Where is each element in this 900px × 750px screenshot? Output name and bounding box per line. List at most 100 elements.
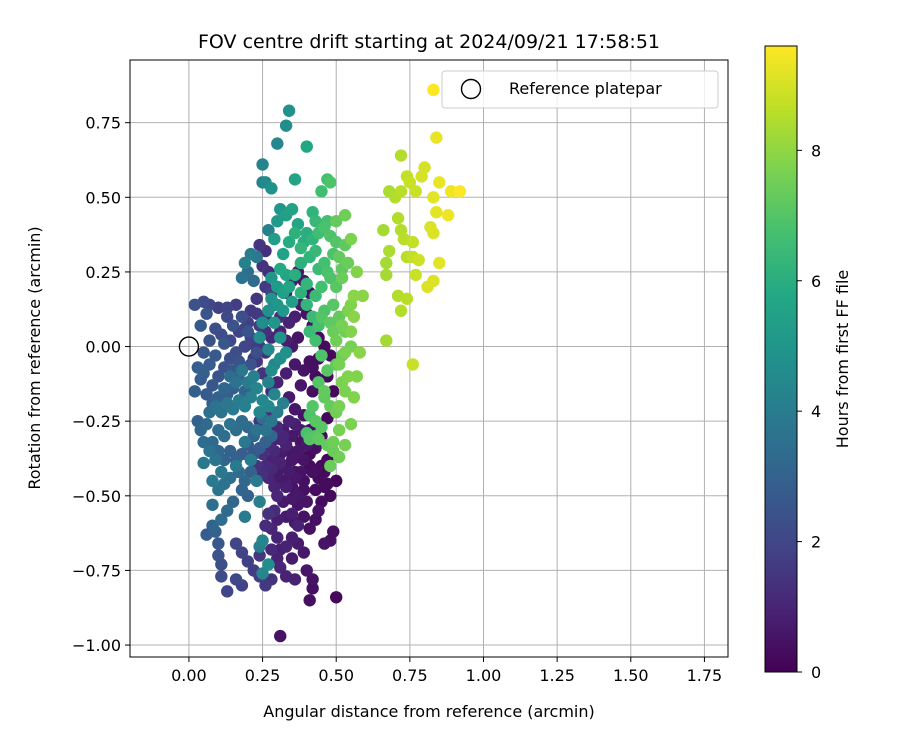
- scatter-point: [274, 629, 287, 643]
- scatter-point: [294, 286, 308, 300]
- scatter-point: [294, 379, 308, 392]
- scatter-point: [209, 453, 222, 467]
- scatter-point: [209, 322, 222, 335]
- scatter-point: [279, 346, 293, 359]
- scatter-point: [262, 558, 275, 571]
- scatter-point: [265, 364, 278, 377]
- scatter-point: [285, 531, 299, 544]
- scatter-point: [303, 432, 316, 446]
- scatter-point: [268, 232, 281, 246]
- scatter-point: [400, 292, 414, 305]
- y-tick-label: 0.75: [85, 114, 121, 133]
- x-tick-label: 0.75: [392, 666, 428, 685]
- scatter-point: [330, 214, 343, 228]
- scatter-point: [321, 412, 334, 425]
- scatter-point: [203, 334, 216, 347]
- data-points: [188, 83, 467, 643]
- scatter-point: [291, 519, 305, 532]
- colorbar-ticks: 0 2 4 6 8: [797, 141, 821, 682]
- scatter-point: [306, 385, 319, 398]
- scatter-point: [229, 573, 243, 586]
- scatter-point: [274, 262, 287, 276]
- scatter-point: [223, 444, 237, 458]
- scatter-point: [279, 480, 293, 494]
- scatter-point: [433, 256, 446, 270]
- scatter-point: [380, 334, 393, 347]
- scatter-point: [453, 185, 467, 198]
- scatter-point: [229, 376, 243, 389]
- legend-box: [441, 70, 719, 109]
- scatter-point: [291, 331, 305, 344]
- scatter-point: [315, 310, 328, 323]
- scatter-point: [221, 504, 234, 517]
- y-tick-label: −1.00: [72, 636, 121, 655]
- scatter-point: [262, 400, 275, 413]
- scatter-point: [300, 564, 313, 577]
- scatter-point: [250, 474, 263, 488]
- scatter-point: [262, 304, 275, 317]
- scatter-point: [394, 149, 408, 162]
- scatter-point: [324, 271, 337, 285]
- scatter-point: [350, 265, 364, 279]
- scatter-point: [244, 247, 257, 261]
- scatter-point: [444, 185, 458, 198]
- scatter-point: [309, 214, 322, 228]
- scatter-point: [288, 226, 302, 240]
- scatter-point: [288, 268, 302, 282]
- scatter-point: [256, 316, 269, 329]
- scatter-point: [412, 253, 425, 267]
- scatter-point: [332, 423, 346, 437]
- scatter-point: [212, 370, 225, 383]
- scatter-point: [297, 510, 311, 523]
- legend: Reference platepar: [441, 70, 719, 109]
- scatter-point: [306, 465, 319, 479]
- scatter-point: [309, 334, 322, 347]
- scatter-point: [285, 295, 299, 308]
- scatter-point: [282, 465, 296, 479]
- scatter-point: [238, 340, 252, 353]
- legend-marker-open-circle: [460, 78, 482, 100]
- scatter-point: [218, 382, 231, 395]
- scatter-point: [430, 206, 443, 219]
- scatter-point: [241, 325, 255, 338]
- scatter-point: [285, 453, 299, 467]
- scatter-point: [288, 173, 302, 186]
- scatter-point: [244, 465, 257, 479]
- scatter-point: [206, 519, 219, 532]
- y-tick-label: 0.00: [85, 338, 121, 357]
- scatter-point: [356, 289, 369, 303]
- scatter-point: [344, 417, 358, 431]
- scatter-point: [262, 507, 275, 520]
- scatter-point: [332, 250, 346, 264]
- scatter-point: [324, 349, 337, 362]
- scatter-point: [341, 370, 355, 383]
- scatter-point: [380, 268, 393, 282]
- scatter-point: [274, 456, 287, 470]
- scatter-point: [347, 310, 361, 323]
- scatter-point: [282, 414, 296, 428]
- colorbar-tick-label: 6: [811, 272, 821, 291]
- scatter-point: [197, 435, 210, 449]
- scatter-point: [206, 498, 219, 511]
- scatter-point: [344, 325, 358, 338]
- scatter-point: [238, 400, 252, 413]
- scatter-point: [282, 280, 296, 294]
- scatter-point: [218, 337, 231, 350]
- scatter-point: [306, 582, 319, 595]
- scatter-point: [312, 504, 325, 517]
- colorbar-frame: [764, 45, 798, 673]
- scatter-point: [203, 444, 216, 458]
- scatter-point: [306, 400, 319, 413]
- scatter-point: [197, 346, 210, 359]
- plot-frame: [129, 59, 729, 658]
- scatter-point: [250, 292, 263, 305]
- scatter-point: [276, 304, 290, 317]
- scatter-point: [391, 212, 405, 225]
- legend-entry-reference-platepar: Reference platepar: [509, 79, 662, 98]
- scatter-point: [285, 203, 299, 216]
- scatter-point: [303, 594, 316, 607]
- y-axis-label: Rotation from reference (arcmin): [25, 226, 44, 489]
- scatter-point: [215, 513, 228, 526]
- x-tick-label: 1.00: [466, 666, 502, 685]
- scatter-point: [441, 209, 455, 222]
